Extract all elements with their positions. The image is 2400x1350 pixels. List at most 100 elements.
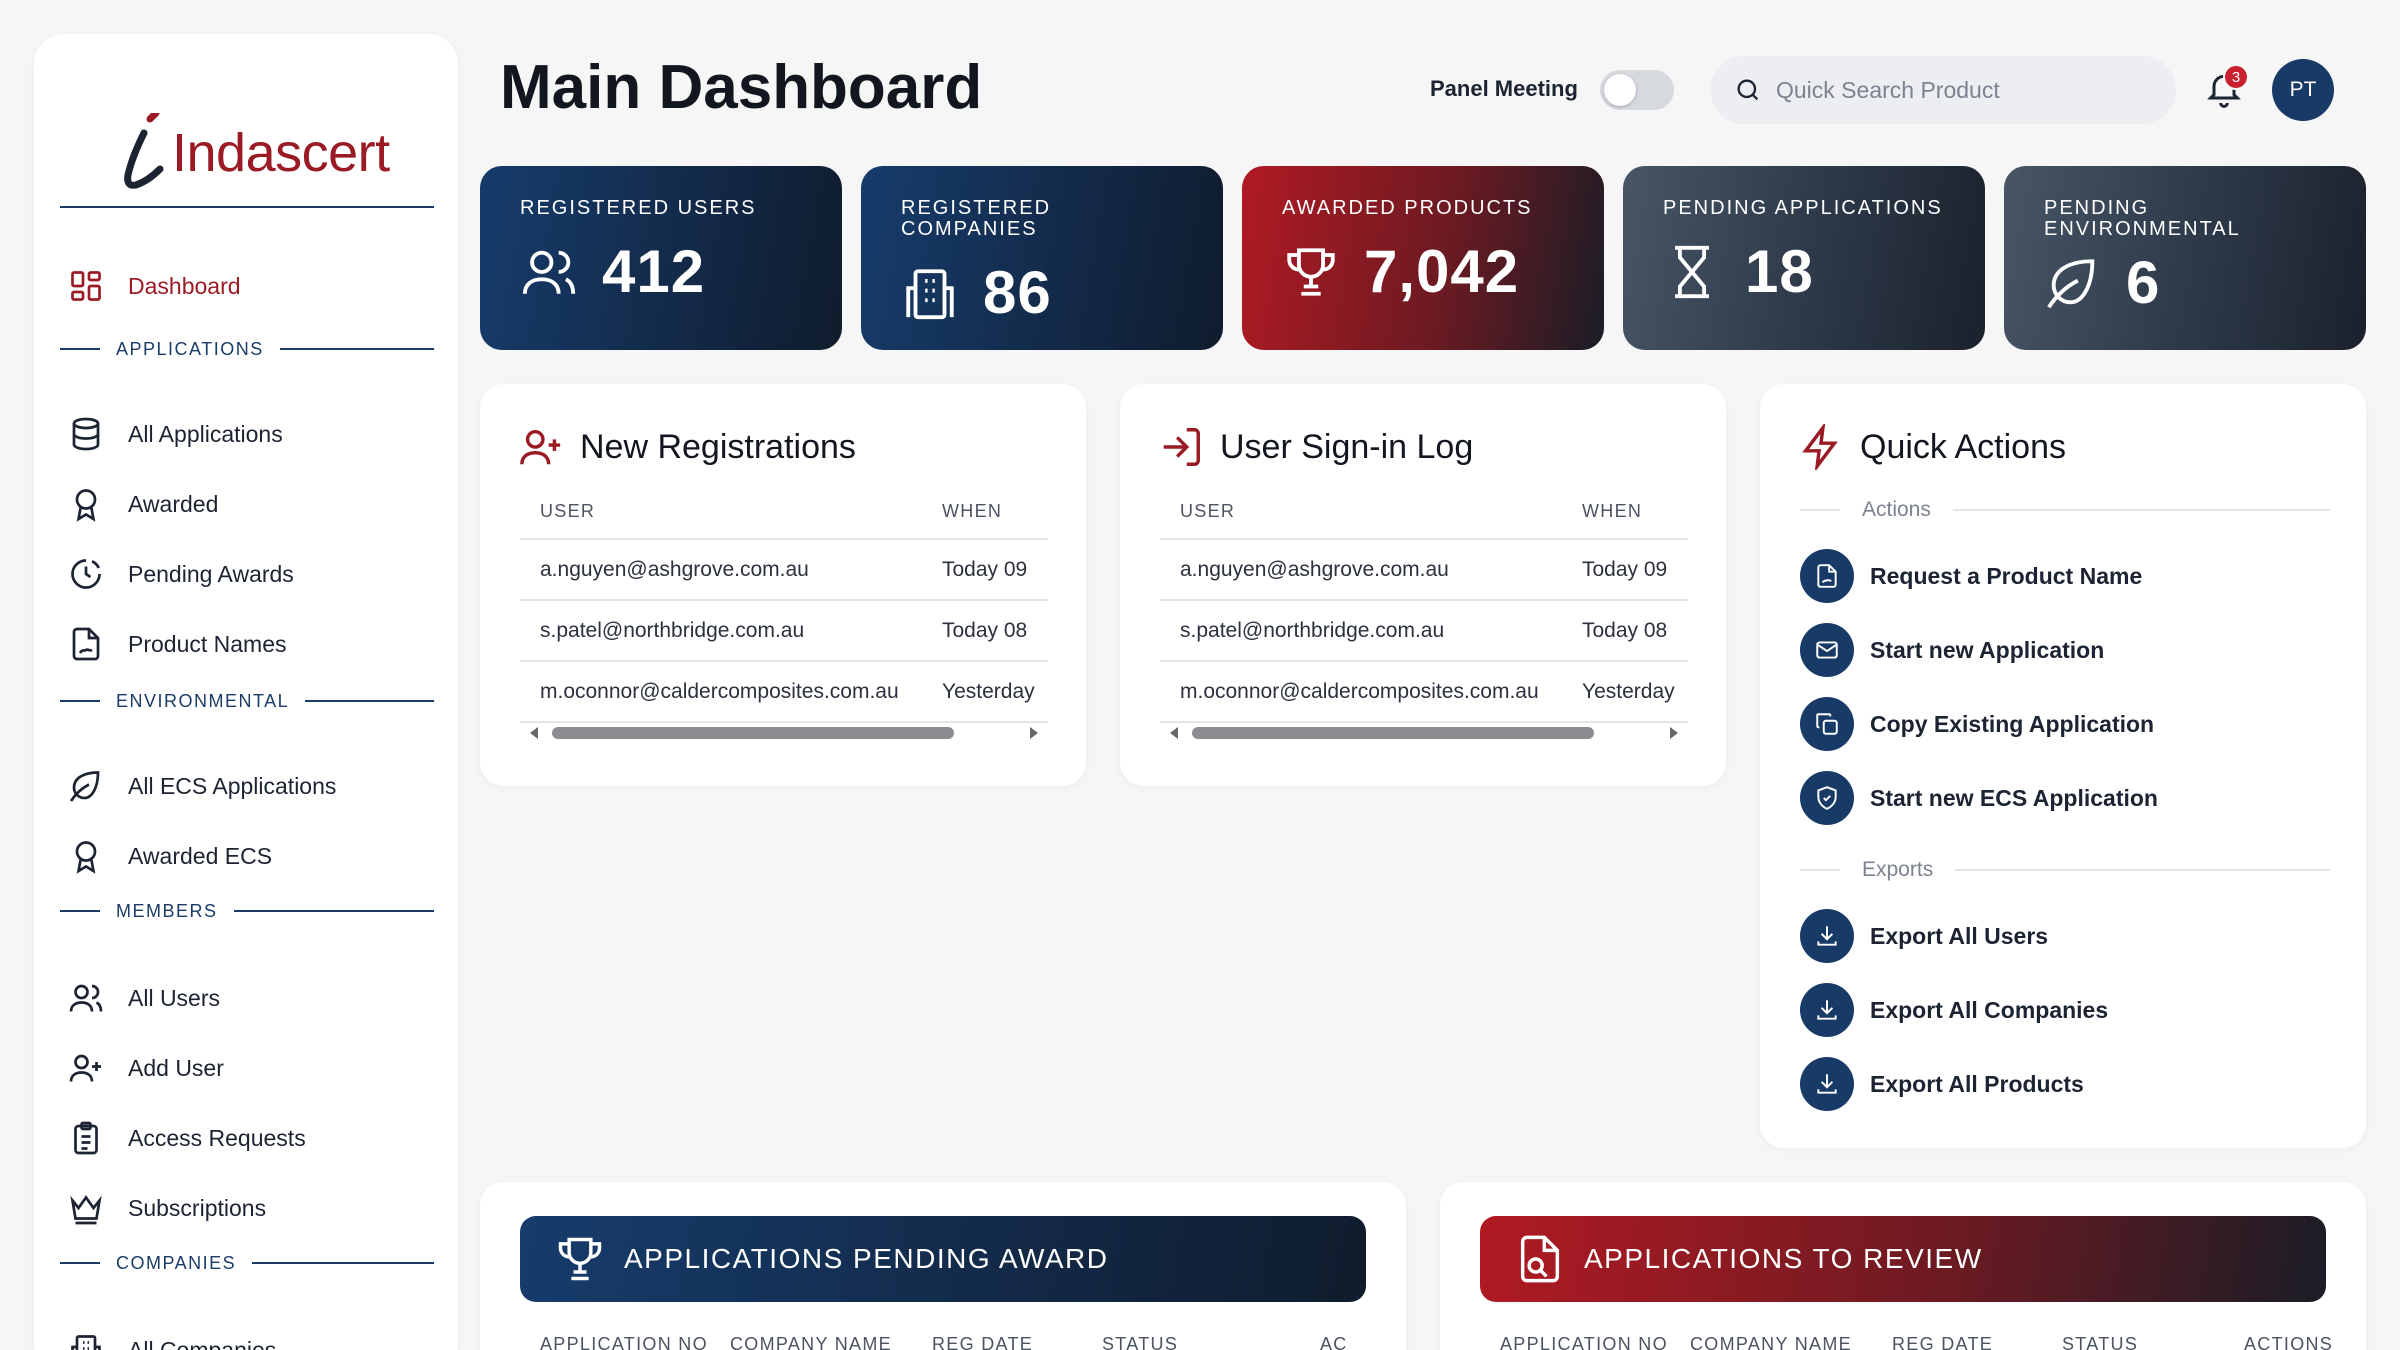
brand-name: Indascert [172, 123, 390, 183]
toggle-knob [1604, 74, 1636, 106]
sidebar-item-label: Dashboard [128, 272, 241, 299]
sidebar-item-all-ecs-applications[interactable]: All ECS Applications [64, 758, 434, 814]
horizontal-scrollbar[interactable] [1160, 722, 1688, 744]
column-application-no: APPLICATION NO [540, 1334, 708, 1350]
sidebar-item-label: Awarded [128, 490, 219, 517]
exports-section: Exports [1800, 858, 2330, 882]
cell-user: m.oconnor@caldercomposites.com.au [1180, 679, 1539, 703]
action-label: Export All Companies [1870, 996, 2109, 1023]
sidebar-item-awarded-ecs[interactable]: Awarded ECS [64, 828, 434, 884]
section-label: Exports [1862, 858, 1934, 881]
trophy-icon [1282, 243, 1340, 301]
export-all-companies-button[interactable]: Export All Companies [1800, 982, 2108, 1038]
file-signature-icon [64, 622, 108, 666]
sidebar-item-label: Product Names [128, 630, 287, 657]
start-new-ecs-application-button[interactable]: Start new ECS Application [1800, 770, 2158, 826]
cell-user: a.nguyen@ashgrove.com.au [540, 557, 809, 581]
crown-icon [64, 1186, 108, 1230]
column-actions: AC [1320, 1334, 1348, 1350]
sidebar-item-all-users[interactable]: All Users [64, 970, 434, 1026]
cell-when: Yesterday [1582, 679, 1675, 703]
column-company-name: COMPANY NAME [730, 1334, 892, 1350]
table-row[interactable]: m.oconnor@caldercomposites.com.au Yester… [520, 662, 1048, 723]
sidebar-item-subscriptions[interactable]: Subscriptions [64, 1180, 434, 1236]
column-application-no: APPLICATION NO [1500, 1334, 1668, 1350]
download-icon [1800, 909, 1854, 963]
cell-when: Today 08 [942, 618, 1028, 642]
sidebar-item-pending-awards[interactable]: Pending Awards [64, 546, 434, 602]
stat-value: 86 [983, 259, 1052, 326]
scrollbar-thumb[interactable] [1192, 727, 1594, 739]
table-row[interactable]: m.oconnor@caldercomposites.com.au Yester… [1160, 662, 1688, 723]
brand-logo[interactable]: Indascert [110, 88, 390, 218]
scroll-left-icon[interactable] [530, 727, 538, 739]
section-label: COMPANIES [116, 1252, 237, 1273]
award-ribbon-icon [64, 834, 108, 878]
stat-value: 6 [2126, 249, 2161, 316]
cell-user: s.patel@northbridge.com.au [1180, 618, 1445, 642]
table-row[interactable]: a.nguyen@ashgrove.com.au Today 09 [520, 540, 1048, 601]
sidebar-item-access-requests[interactable]: Access Requests [64, 1110, 434, 1166]
award-ribbon-icon [64, 482, 108, 526]
leaf-icon [64, 764, 108, 808]
panel-meeting-toggle[interactable] [1600, 70, 1674, 110]
dashboard-grid-icon [64, 264, 108, 308]
sidebar-item-add-user[interactable]: Add User [64, 1040, 434, 1096]
sidebar-item-label: All ECS Applications [128, 772, 337, 799]
stat-registered-users[interactable]: REGISTERED USERS 412 [480, 166, 842, 350]
trophy-icon [554, 1233, 606, 1285]
stat-pending-applications[interactable]: PENDING APPLICATIONS 18 [1623, 166, 1985, 350]
pending-award-panel: APPLICATIONS PENDING AWARD APPLICATION N… [480, 1182, 1406, 1350]
sidebar-item-label: All Users [128, 984, 221, 1011]
scroll-right-icon[interactable] [1670, 727, 1678, 739]
search-input[interactable] [1776, 76, 2156, 104]
scrollbar-thumb[interactable] [552, 727, 954, 739]
brand-mark-icon [124, 113, 164, 189]
section-environmental: ENVIRONMENTAL [60, 686, 434, 716]
sidebar-item-all-applications[interactable]: All Applications [64, 406, 434, 462]
table-row[interactable]: a.nguyen@ashgrove.com.au Today 09 [1160, 540, 1688, 601]
stat-value: 7,042 [1364, 238, 1520, 305]
quick-actions-panel: Quick Actions Actions Request a Product … [1760, 384, 2366, 1148]
column-user: USER [1180, 500, 1236, 521]
sidebar-item-awarded[interactable]: Awarded [64, 476, 434, 532]
sidebar: Indascert Dashboard APPLICATIONS All App… [34, 34, 458, 1350]
stat-registered-companies[interactable]: REGISTERED COMPANIES 86 [861, 166, 1223, 350]
stat-value: 18 [1745, 238, 1814, 305]
avatar[interactable]: PT [2272, 59, 2334, 121]
cell-when: Today 08 [1582, 618, 1668, 642]
user-plus-icon [518, 424, 564, 470]
table-row[interactable]: s.patel@northbridge.com.au Today 08 [520, 601, 1048, 662]
users-icon [64, 976, 108, 1020]
action-label: Copy Existing Application [1870, 710, 2155, 737]
horizontal-scrollbar[interactable] [520, 722, 1048, 744]
table-row[interactable]: s.patel@northbridge.com.au Today 08 [1160, 601, 1688, 662]
start-new-application-button[interactable]: Start new Application [1800, 622, 2104, 678]
column-reg-date: REG DATE [1892, 1334, 1994, 1350]
sidebar-item-dashboard[interactable]: Dashboard [64, 258, 434, 314]
sidebar-item-label: All Applications [128, 420, 283, 447]
clock-icon [64, 552, 108, 596]
action-label: Export All Users [1870, 922, 2049, 949]
new-registrations-panel: New Registrations USER WHEN a.nguyen@ash… [480, 384, 1086, 786]
scroll-left-icon[interactable] [1170, 727, 1178, 739]
export-all-products-button[interactable]: Export All Products [1800, 1056, 2084, 1112]
hourglass-icon [1663, 243, 1721, 301]
sidebar-item-all-companies[interactable]: All Companies [64, 1322, 434, 1350]
cell-when: Today 09 [1582, 557, 1668, 581]
stat-awarded-products[interactable]: AWARDED PRODUCTS 7,042 [1242, 166, 1604, 350]
column-company-name: COMPANY NAME [1690, 1334, 1852, 1350]
sidebar-item-label: Add User [128, 1054, 224, 1081]
download-icon [1800, 983, 1854, 1037]
notification-badge: 3 [2223, 64, 2249, 90]
sidebar-item-product-names[interactable]: Product Names [64, 616, 434, 672]
banner-title: APPLICATIONS PENDING AWARD [624, 1243, 1109, 1274]
column-when: WHEN [942, 500, 1003, 521]
request-product-name-button[interactable]: Request a Product Name [1800, 548, 2142, 604]
export-all-users-button[interactable]: Export All Users [1800, 908, 2048, 964]
stat-pending-environmental[interactable]: PENDING ENVIRONMENTAL 6 [2004, 166, 2366, 350]
panel-title: User Sign-in Log [1220, 427, 1474, 466]
scroll-right-icon[interactable] [1030, 727, 1038, 739]
table-header: USER WHEN [520, 484, 1048, 540]
copy-existing-application-button[interactable]: Copy Existing Application [1800, 696, 2154, 752]
